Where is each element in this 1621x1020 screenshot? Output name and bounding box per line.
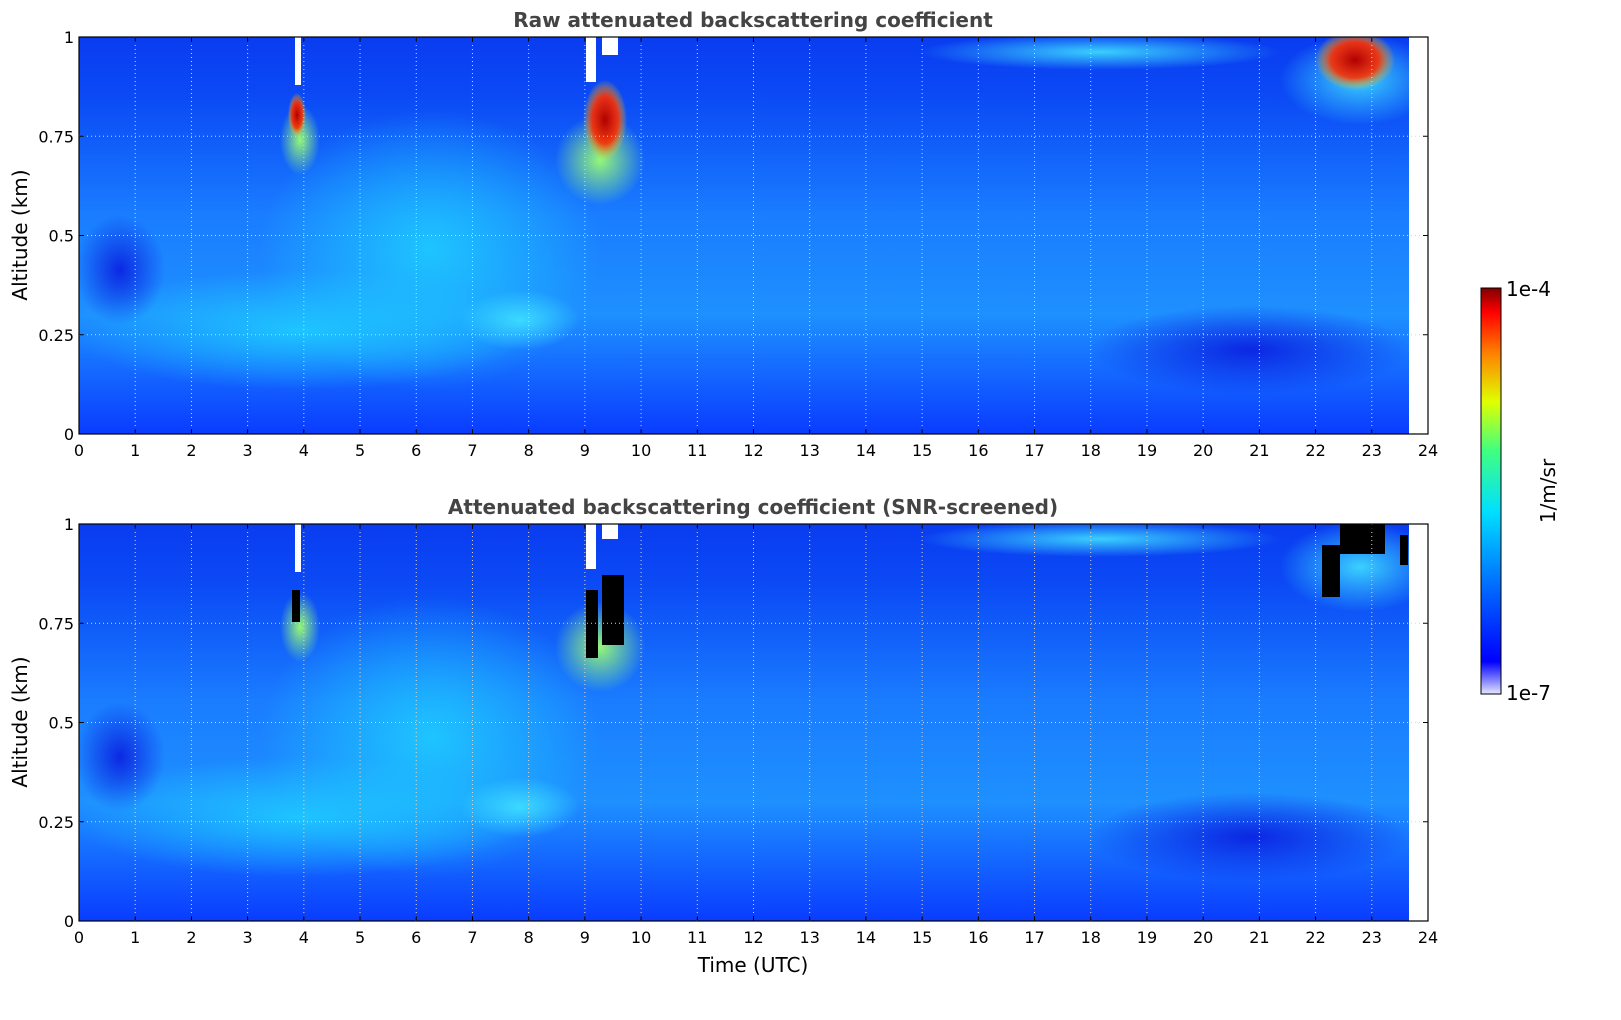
xtick-label: 13 bbox=[800, 441, 820, 460]
xtick-label: 3 bbox=[243, 928, 253, 947]
panel1-grid bbox=[79, 37, 1428, 434]
xtick-label: 6 bbox=[411, 928, 421, 947]
xtick-label: 2 bbox=[186, 441, 196, 460]
xtick-label: 3 bbox=[243, 441, 253, 460]
xtick-label: 22 bbox=[1305, 441, 1325, 460]
panel2-ylabel: Altitude (km) bbox=[8, 656, 32, 787]
panel1-xaxis: 0 1 2 3 4 5 6 7 8 9 10 11 12 13 14 15 16 17 18 19 20 21 22 23 24 bbox=[74, 37, 1438, 460]
panel2-heatmap bbox=[79, 524, 1428, 921]
xtick-label: 16 bbox=[968, 928, 988, 947]
panel2-title: Attenuated backscattering coefficient (S… bbox=[448, 495, 1058, 519]
xtick-label: 15 bbox=[912, 441, 932, 460]
xtick-label: 4 bbox=[299, 928, 309, 947]
xtick-label: 14 bbox=[856, 441, 876, 460]
xtick-label: 2 bbox=[186, 928, 196, 947]
snr-screened-panel: Attenuated backscattering coefficient (S… bbox=[8, 495, 1438, 977]
colorbar-unit-label: 1/m/sr bbox=[1536, 458, 1560, 523]
xtick-label: 7 bbox=[467, 928, 477, 947]
xtick-label: 12 bbox=[743, 928, 763, 947]
xtick-label: 4 bbox=[299, 441, 309, 460]
xtick-label: 20 bbox=[1193, 441, 1213, 460]
xtick-label: 13 bbox=[800, 928, 820, 947]
ytick-label: 0.5 bbox=[49, 227, 74, 246]
xtick-label: 19 bbox=[1137, 441, 1157, 460]
xtick-label: 15 bbox=[912, 928, 932, 947]
xtick-label: 8 bbox=[524, 928, 534, 947]
raw-backscatter-panel: Raw attenuated backscattering coefficien… bbox=[8, 8, 1438, 460]
xtick-label: 6 bbox=[411, 441, 421, 460]
xtick-label: 19 bbox=[1137, 928, 1157, 947]
xtick-label: 23 bbox=[1362, 441, 1382, 460]
xtick-label: 0 bbox=[74, 441, 84, 460]
panel2-grid bbox=[79, 524, 1428, 921]
xtick-label: 5 bbox=[355, 441, 365, 460]
colorbar-max-label: 1e-4 bbox=[1506, 277, 1551, 301]
xtick-label: 11 bbox=[687, 441, 707, 460]
panel1-yaxis: 0 0.25 0.5 0.75 1 bbox=[38, 28, 1428, 444]
xtick-label: 23 bbox=[1362, 928, 1382, 947]
ytick-label: 0 bbox=[64, 425, 74, 444]
ytick-label: 0.25 bbox=[38, 813, 74, 832]
xtick-label: 8 bbox=[524, 441, 534, 460]
panel2-xaxis: 0 1 2 3 4 5 6 7 8 9 10 11 12 13 14 15 16 17 18 19 20 21 22 23 24 bbox=[74, 524, 1438, 947]
ytick-label: 1 bbox=[64, 515, 74, 534]
xtick-label: 21 bbox=[1249, 441, 1269, 460]
ytick-label: 0.25 bbox=[38, 326, 74, 345]
xtick-label: 24 bbox=[1418, 441, 1438, 460]
xtick-label: 0 bbox=[74, 928, 84, 947]
colorbar: 1e-4 1e-7 1/m/sr bbox=[1480, 277, 1560, 705]
xtick-label: 18 bbox=[1081, 928, 1101, 947]
ytick-label: 0.75 bbox=[38, 127, 74, 146]
xtick-label: 1 bbox=[130, 928, 140, 947]
xtick-label: 1 bbox=[130, 441, 140, 460]
xtick-label: 12 bbox=[743, 441, 763, 460]
xtick-label: 10 bbox=[631, 928, 651, 947]
panel1-title: Raw attenuated backscattering coefficien… bbox=[513, 8, 993, 32]
panel2-yaxis: 0 0.25 0.5 0.75 1 bbox=[38, 515, 1428, 931]
xtick-label: 17 bbox=[1024, 441, 1044, 460]
xtick-label: 16 bbox=[968, 441, 988, 460]
xtick-label: 10 bbox=[631, 441, 651, 460]
xtick-label: 9 bbox=[580, 928, 590, 947]
panel2-xlabel: Time (UTC) bbox=[697, 953, 809, 977]
xtick-label: 20 bbox=[1193, 928, 1213, 947]
panel1-heatmap bbox=[79, 37, 1428, 434]
xtick-label: 21 bbox=[1249, 928, 1269, 947]
xtick-label: 18 bbox=[1081, 441, 1101, 460]
xtick-label: 11 bbox=[687, 928, 707, 947]
ytick-label: 0 bbox=[64, 912, 74, 931]
xtick-label: 24 bbox=[1418, 928, 1438, 947]
ytick-label: 0.5 bbox=[49, 714, 74, 733]
ytick-label: 0.75 bbox=[38, 614, 74, 633]
panel1-ylabel: Altitude (km) bbox=[8, 169, 32, 300]
colorbar-min-label: 1e-7 bbox=[1506, 681, 1551, 705]
xtick-label: 22 bbox=[1305, 928, 1325, 947]
xtick-label: 14 bbox=[856, 928, 876, 947]
ytick-label: 1 bbox=[64, 28, 74, 47]
colorbar-gradient bbox=[1480, 287, 1502, 695]
xtick-label: 9 bbox=[580, 441, 590, 460]
xtick-label: 5 bbox=[355, 928, 365, 947]
xtick-label: 7 bbox=[467, 441, 477, 460]
xtick-label: 17 bbox=[1024, 928, 1044, 947]
